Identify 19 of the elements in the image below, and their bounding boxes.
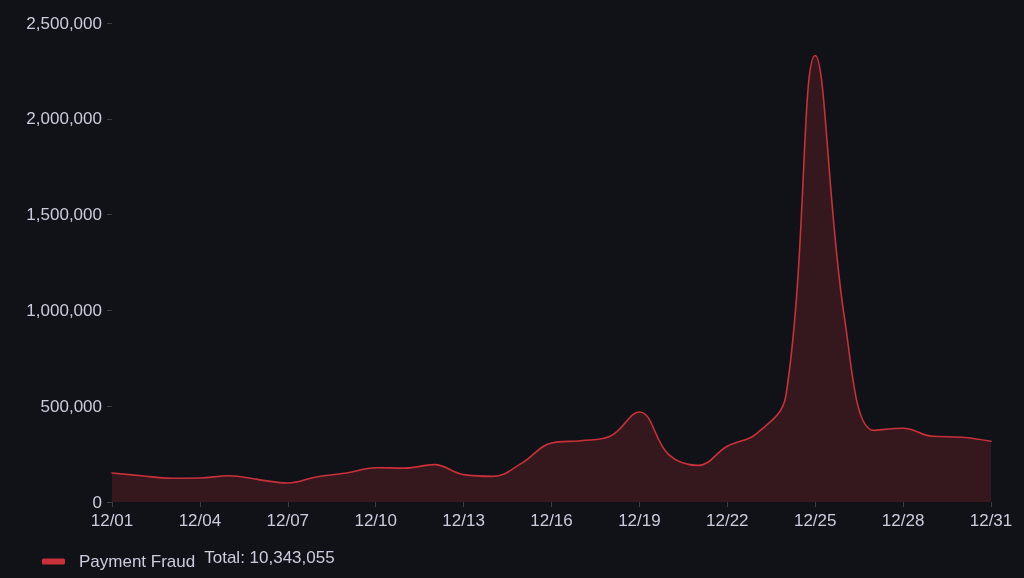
x-tick-label: 12/10	[354, 511, 397, 530]
x-tick-label: 12/31	[969, 511, 1013, 530]
y-tick-label: 0	[92, 492, 102, 512]
y-tick-label: 1,000,000	[26, 300, 102, 320]
x-tick-label: 12/01	[90, 511, 134, 530]
x-tick-label: 12/04	[178, 511, 222, 530]
y-tick-label: 1,500,000	[26, 205, 102, 225]
y-tick-label: 500,000	[40, 396, 102, 416]
x-tick-label: 12/22	[706, 511, 749, 530]
legend-label: Payment Fraud	[79, 552, 196, 571]
x-tick-label: 12/19	[618, 511, 661, 530]
x-tick-label: 12/07	[266, 511, 310, 530]
y-tick-label: 2,000,000	[26, 109, 102, 129]
x-tick-label: 12/13	[442, 511, 485, 530]
x-tick-label: 12/16	[530, 511, 573, 530]
y-tick-label: 2,500,000	[26, 13, 102, 33]
text: Total: 10,343,055	[204, 548, 335, 567]
x-tick-label: 12/25	[793, 511, 837, 530]
x-tick-label: 12/28	[881, 511, 925, 530]
